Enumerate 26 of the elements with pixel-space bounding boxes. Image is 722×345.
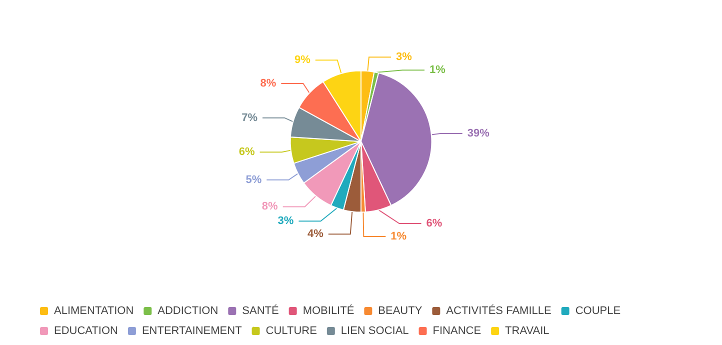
data-label: 9% [294, 54, 311, 66]
legend-label: ALIMENTATION [54, 305, 134, 317]
legend-label: FINANCE [432, 325, 482, 337]
data-label: 6% [238, 146, 256, 158]
legend-label: CULTURE [266, 325, 317, 337]
legend-label: ACTIVITÉS FAMILLE [446, 304, 552, 317]
legend-label: MOBILITÉ [302, 304, 354, 317]
data-label: 5% [246, 174, 262, 186]
legend-label: ADDICTION [158, 305, 218, 317]
legend-label: SANTÉ [242, 304, 279, 317]
data-label: 8% [262, 200, 278, 213]
legend-label: LIEN SOCIAL [340, 325, 409, 337]
data-label: 1% [430, 64, 446, 76]
data-label: 8% [260, 77, 276, 90]
data-label: 4% [307, 228, 324, 240]
legend-label: BEAUTY [378, 305, 423, 317]
data-label: 3% [396, 51, 412, 64]
data-label: 3% [278, 215, 294, 228]
data-label: 6% [426, 218, 442, 230]
legend-label: ENTERTAINEMENT [142, 325, 242, 337]
data-label: 7% [242, 112, 258, 124]
data-label: 1% [390, 230, 407, 243]
data-label: 39% [467, 127, 490, 140]
legend-label: TRAVAIL [505, 325, 550, 337]
legend-label: EDUCATION [54, 325, 118, 337]
legend-label: COUPLE [575, 305, 621, 317]
